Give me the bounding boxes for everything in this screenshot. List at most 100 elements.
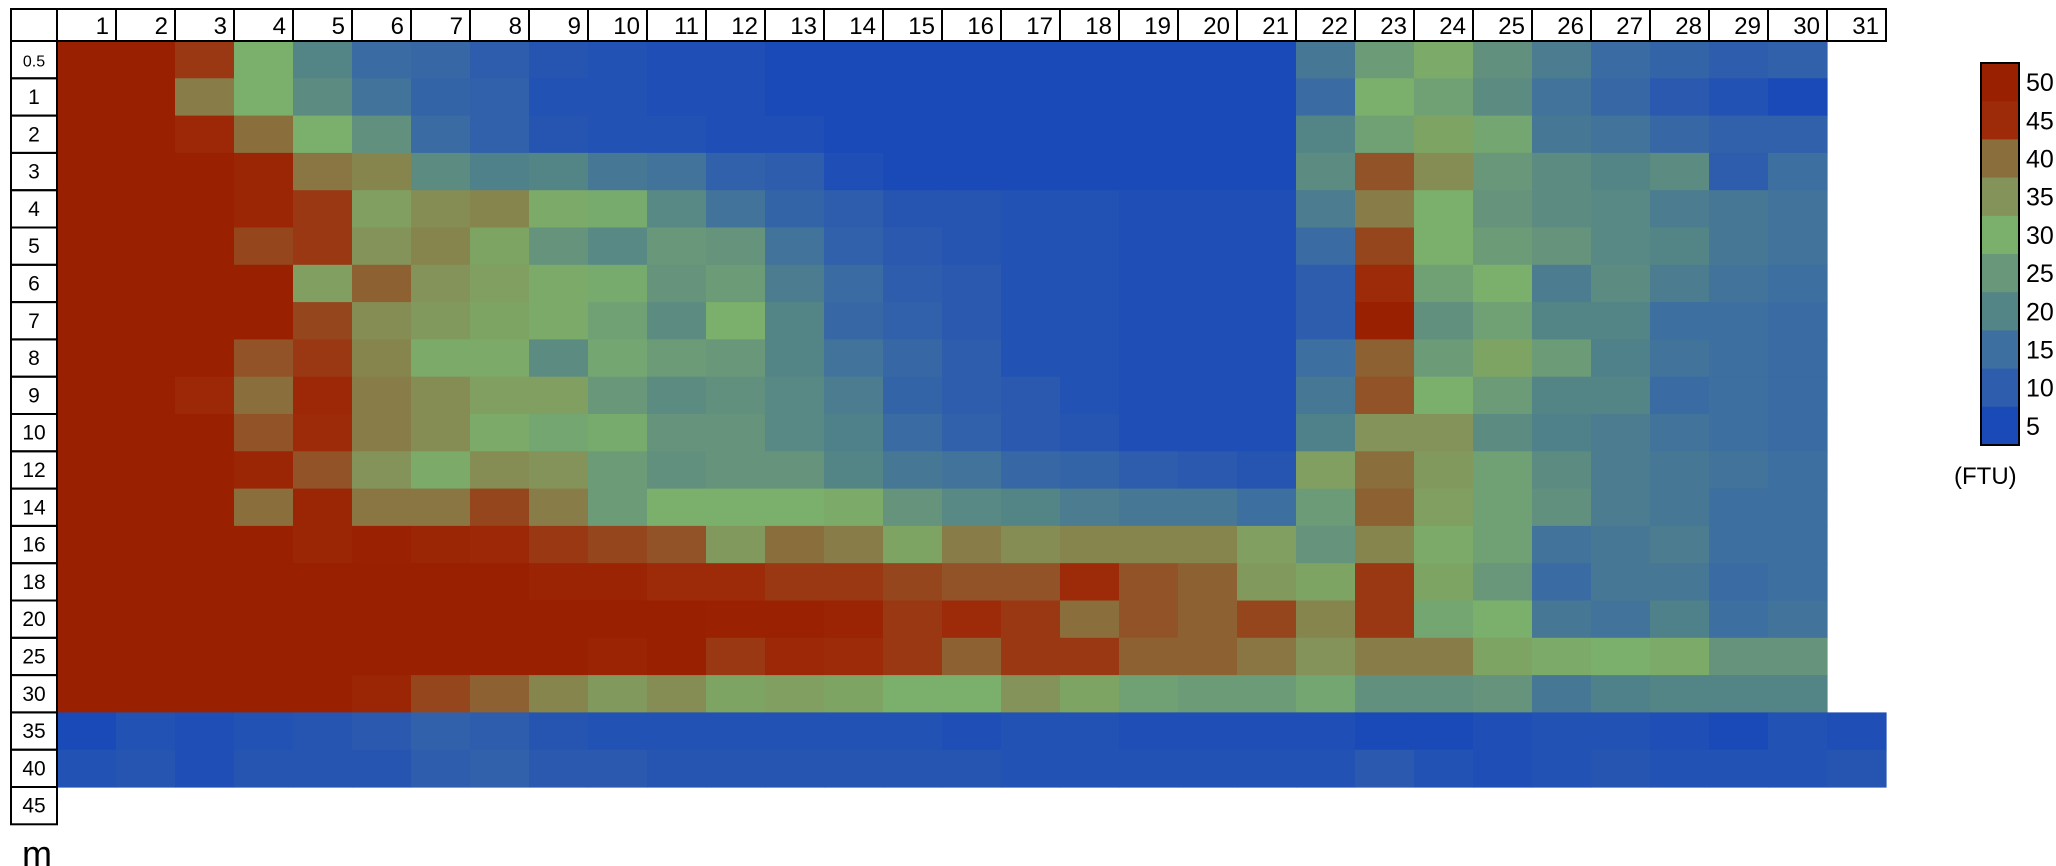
heatmap-cell bbox=[883, 376, 943, 415]
heatmap-cell bbox=[1473, 152, 1533, 191]
heatmap-cell bbox=[175, 41, 235, 79]
heatmap-cell bbox=[1473, 264, 1533, 303]
colorbar-label: 10 bbox=[2026, 375, 2054, 403]
heatmap-cell bbox=[1650, 190, 1710, 229]
heatmap-cell bbox=[1060, 190, 1120, 229]
heatmap-cell bbox=[1355, 376, 1415, 415]
heatmap-cell bbox=[1296, 488, 1356, 527]
heatmap-cell bbox=[1650, 600, 1710, 639]
heatmap-cell bbox=[352, 152, 412, 191]
heatmap-cell bbox=[706, 264, 766, 303]
heatmap-cell bbox=[883, 41, 943, 79]
heatmap-cell bbox=[1532, 712, 1592, 751]
heatmap-cell bbox=[1355, 78, 1415, 117]
heatmap-cell bbox=[175, 488, 235, 527]
heatmap-cell bbox=[352, 563, 412, 602]
heatmap-cell bbox=[1827, 712, 1887, 751]
heatmap-cell bbox=[1709, 41, 1769, 79]
heatmap-cell bbox=[1355, 264, 1415, 303]
heatmap-cell bbox=[1591, 414, 1651, 452]
heatmap-cell bbox=[588, 525, 648, 564]
heatmap-cell bbox=[470, 227, 530, 266]
heatmap-cell bbox=[588, 563, 648, 602]
heatmap-cell bbox=[352, 414, 412, 452]
heatmap-cell bbox=[883, 675, 943, 713]
x-tick-label: 21 bbox=[1262, 13, 1289, 40]
heatmap-cell bbox=[765, 264, 825, 303]
heatmap-cell bbox=[942, 525, 1002, 564]
x-tick-label: 19 bbox=[1144, 13, 1171, 40]
heatmap-cell bbox=[706, 414, 766, 452]
y-tick-label: 35 bbox=[22, 720, 45, 743]
y-tick-label: 7 bbox=[28, 310, 40, 333]
colorbar-label: 40 bbox=[2026, 146, 2054, 174]
heatmap-cell bbox=[765, 115, 825, 154]
heatmap-cell bbox=[1591, 451, 1651, 490]
heatmap-cell bbox=[175, 190, 235, 229]
heatmap-cell bbox=[942, 675, 1002, 713]
heatmap-cell bbox=[57, 302, 117, 340]
heatmap-cell bbox=[234, 190, 294, 229]
heatmap-cell bbox=[765, 563, 825, 602]
heatmap-cell bbox=[57, 637, 117, 676]
heatmap-cell bbox=[234, 525, 294, 564]
heatmap-cell bbox=[1591, 525, 1651, 564]
heatmap-cell bbox=[647, 152, 707, 191]
heatmap-cell bbox=[529, 712, 589, 751]
row-label-box bbox=[10, 786, 58, 826]
heatmap-cell bbox=[116, 302, 176, 340]
heatmap-cell bbox=[57, 190, 117, 229]
heatmap-cell bbox=[116, 190, 176, 229]
heatmap-cell bbox=[883, 78, 943, 117]
heatmap-cell bbox=[1178, 563, 1238, 602]
heatmap-cell bbox=[234, 563, 294, 602]
heatmap-cell bbox=[1119, 414, 1179, 452]
heatmap-cell bbox=[352, 675, 412, 713]
heatmap-cell bbox=[706, 600, 766, 639]
colorbar-label: 50 bbox=[2026, 69, 2054, 97]
heatmap-cell bbox=[175, 749, 235, 788]
heatmap-cell bbox=[706, 749, 766, 788]
heatmap-cell bbox=[706, 451, 766, 490]
heatmap-cell bbox=[1355, 563, 1415, 602]
heatmap-cell bbox=[942, 600, 1002, 639]
heatmap-cell bbox=[1178, 227, 1238, 266]
heatmap-cell bbox=[1178, 376, 1238, 415]
y-tick-label: 40 bbox=[22, 757, 45, 780]
heatmap-cells bbox=[57, 41, 1887, 788]
heatmap-cell bbox=[411, 488, 471, 527]
heatmap-cell bbox=[1237, 376, 1297, 415]
x-tick-label: 14 bbox=[849, 13, 876, 40]
heatmap-cell bbox=[293, 376, 353, 415]
heatmap-cell bbox=[411, 563, 471, 602]
heatmap-cell bbox=[883, 525, 943, 564]
heatmap-cell bbox=[529, 41, 589, 79]
heatmap-cell bbox=[883, 414, 943, 452]
heatmap-cell bbox=[1591, 600, 1651, 639]
heatmap-cell bbox=[883, 115, 943, 154]
heatmap-cell bbox=[765, 339, 825, 378]
x-tick-label: 22 bbox=[1321, 13, 1348, 40]
heatmap-cell bbox=[883, 637, 943, 676]
heatmap-cell bbox=[1060, 302, 1120, 340]
heatmap-cell bbox=[706, 190, 766, 229]
heatmap-cell bbox=[1414, 190, 1474, 229]
heatmap-cell bbox=[1532, 41, 1592, 79]
heatmap-cell bbox=[1001, 600, 1061, 639]
heatmap-cell bbox=[1237, 675, 1297, 713]
heatmap-cell bbox=[942, 152, 1002, 191]
heatmap-cell bbox=[352, 488, 412, 527]
y-tick-label: 18 bbox=[22, 571, 45, 594]
x-tick-label: 6 bbox=[391, 13, 404, 40]
y-tick-label: 8 bbox=[28, 347, 40, 370]
heatmap-cell bbox=[116, 525, 176, 564]
colorbar-swatch bbox=[1981, 406, 2019, 446]
heatmap-cell bbox=[1650, 339, 1710, 378]
heatmap-cell bbox=[116, 41, 176, 79]
heatmap-cell bbox=[57, 78, 117, 117]
heatmap-cell bbox=[1709, 675, 1769, 713]
heatmap-cell bbox=[529, 78, 589, 117]
heatmap-cell bbox=[1473, 675, 1533, 713]
heatmap-cell bbox=[1650, 152, 1710, 191]
